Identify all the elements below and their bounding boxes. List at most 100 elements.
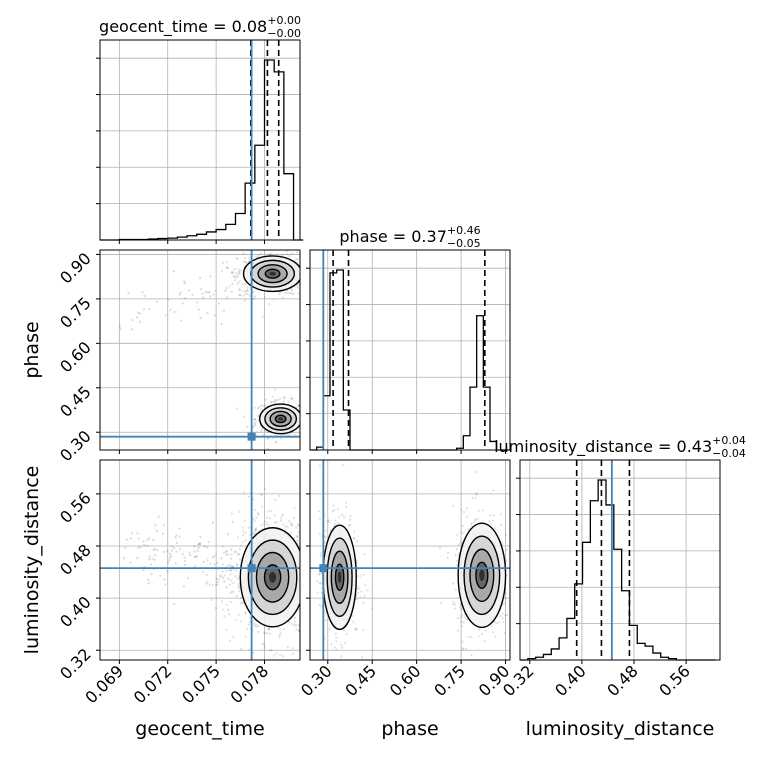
scatter-point [253, 624, 256, 628]
scatter-point [305, 582, 307, 584]
scatter-point [296, 539, 299, 542]
scatter-point [238, 288, 241, 291]
scatter-point [301, 418, 303, 420]
scatter-point [207, 540, 210, 544]
scatter-point [341, 513, 344, 517]
scatter-point [302, 564, 304, 566]
scatter-point [244, 611, 247, 614]
scatter-point [242, 260, 245, 263]
x-axis-label-geocent_time: geocent_time [135, 718, 264, 740]
scatter-point [181, 302, 184, 305]
scatter-point [168, 552, 172, 555]
scatter-point [259, 252, 262, 255]
scatter-point [310, 584, 312, 586]
scatter-point [501, 542, 504, 545]
scatter-point [237, 586, 240, 590]
scatter-point [492, 514, 495, 517]
x-tick-label: 0.48 [603, 661, 642, 700]
scatter-point [305, 402, 307, 404]
scatter-point [307, 557, 309, 559]
scatter-point [175, 534, 178, 537]
scatter-point [230, 565, 233, 568]
scatter-point [271, 400, 274, 403]
scatter-point [306, 423, 308, 425]
scatter-point [188, 551, 191, 554]
scatter-point [319, 582, 322, 585]
scatter-point [273, 398, 277, 402]
scatter-point [214, 289, 217, 292]
scatter-point [215, 577, 218, 581]
scatter-point [224, 289, 227, 292]
y-axis-label-luminosity_distance: luminosity_distance [21, 466, 43, 655]
scatter-point [231, 520, 234, 523]
scatter-point [271, 395, 274, 398]
scatter-point [304, 574, 306, 576]
scatter-point [232, 582, 235, 585]
scatter-point [206, 291, 209, 294]
histogram-panel-phase [306, 249, 511, 454]
scatter-point [349, 514, 352, 518]
scatter-point [302, 416, 304, 418]
scatter-point [155, 300, 158, 303]
scatter-point [236, 577, 239, 580]
scatter-point [295, 251, 299, 254]
scatter-point [155, 529, 159, 533]
scatter-point [505, 613, 509, 616]
scatter-point [252, 532, 255, 535]
scatter-point [253, 406, 256, 409]
scatter-point [269, 509, 273, 512]
scatter-point [320, 571, 323, 574]
scatter-point [461, 640, 464, 643]
scatter-point [334, 519, 337, 522]
scatter-point [236, 275, 239, 278]
scatter-point [229, 573, 232, 576]
scatter-point [154, 554, 157, 557]
density-level [479, 569, 485, 582]
scatter-point [253, 418, 257, 421]
scatter-point [198, 542, 201, 546]
scatter-point [320, 555, 323, 558]
scatter-point [254, 529, 257, 532]
title-upper-error: +0.00 [267, 14, 301, 27]
x-tick-label: 0.60 [386, 661, 425, 700]
scatter-point [183, 282, 186, 285]
scatter-point [142, 569, 145, 572]
scatter-point [214, 583, 218, 586]
scatter-point [476, 518, 479, 521]
scatter-point [143, 544, 146, 547]
scatter-point [281, 513, 285, 516]
scatter-point [246, 292, 249, 295]
scatter-point [235, 569, 238, 572]
density-level [337, 571, 342, 583]
scatter-point [305, 609, 307, 611]
scatter-point [221, 261, 225, 265]
scatter-point [288, 254, 291, 258]
scatter-point [166, 561, 170, 564]
scatter-point [320, 525, 322, 527]
scatter-point [297, 531, 300, 534]
scatter-point [514, 567, 516, 569]
title-median: phase = 0.37 [339, 227, 446, 246]
contour-line [475, 561, 489, 590]
scatter-point [183, 556, 186, 559]
scatter-point [294, 258, 297, 261]
scatter-point [282, 523, 285, 526]
scatter-point [242, 530, 245, 533]
scatter-point [259, 430, 263, 433]
scatter-point [263, 632, 266, 635]
scatter-point [361, 655, 364, 659]
scatter-point [491, 519, 494, 522]
scatter-point [313, 265, 315, 267]
scatter-point [307, 526, 309, 528]
scatter-point [494, 635, 497, 638]
histogram-step [100, 59, 304, 241]
scatter-point [235, 276, 238, 279]
scatter-point [492, 489, 495, 492]
scatter-point [148, 558, 151, 561]
scatter-point [248, 648, 251, 651]
scatter-point [220, 600, 224, 603]
scatter-point [471, 496, 474, 499]
scatter-point [129, 561, 132, 564]
scatter-point [257, 624, 260, 628]
scatter-point [238, 510, 241, 513]
